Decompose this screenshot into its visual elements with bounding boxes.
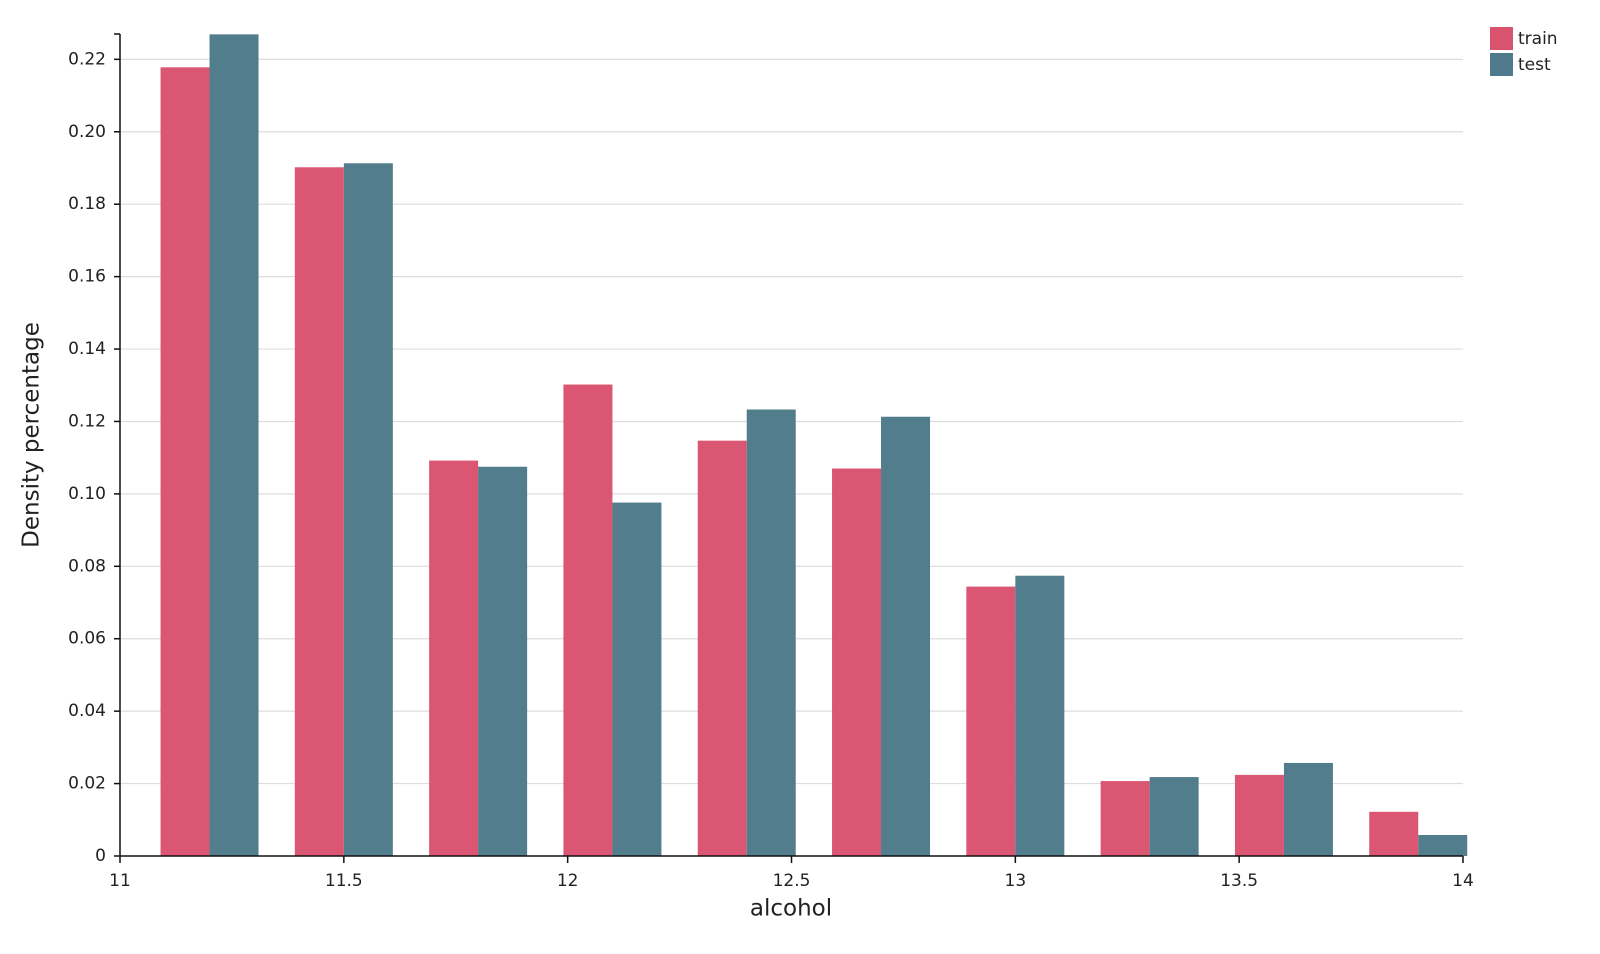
bar — [343, 163, 393, 856]
y-tick-label: 0.18 — [68, 194, 106, 214]
bar — [160, 67, 210, 857]
bar — [1418, 834, 1468, 856]
y-tick-label: 0.12 — [68, 411, 106, 431]
x-tick-label: 11.5 — [325, 871, 363, 891]
legend-swatch — [1490, 27, 1513, 50]
y-tick-label: 0 — [95, 846, 106, 866]
bar — [1369, 811, 1419, 856]
legend-label: test — [1518, 55, 1551, 75]
bar — [1283, 762, 1333, 856]
legend-label: train — [1518, 29, 1558, 49]
y-tick-label: 0.10 — [68, 484, 106, 504]
bar — [1100, 781, 1150, 856]
bar — [1015, 575, 1065, 856]
bar — [478, 466, 528, 856]
x-tick-label: 12.5 — [773, 871, 811, 891]
y-tick-label: 0.08 — [68, 556, 106, 576]
x-tick-label: 14 — [1452, 871, 1474, 891]
bar — [881, 416, 931, 856]
y-tick-label: 0.14 — [68, 339, 106, 359]
x-axis-title: alcohol — [750, 896, 832, 922]
y-tick-label: 0.04 — [68, 701, 106, 721]
y-tick-label: 0.22 — [68, 49, 106, 69]
y-tick-label: 0.02 — [68, 774, 106, 794]
y-tick-label: 0.20 — [68, 122, 106, 142]
x-tick-label: 12 — [557, 871, 579, 891]
y-tick-label: 0.16 — [68, 267, 106, 287]
bar — [209, 34, 259, 856]
bar — [746, 409, 796, 856]
x-tick-label: 13 — [1005, 871, 1027, 891]
y-axis-title: Density percentage — [19, 322, 45, 548]
x-tick-label: 13.5 — [1220, 871, 1258, 891]
bar — [563, 384, 613, 856]
bar — [1149, 777, 1199, 856]
y-tick-label: 0.06 — [68, 629, 106, 649]
bar — [966, 586, 1016, 856]
bar — [429, 460, 479, 856]
bar — [832, 468, 882, 856]
legend-swatch — [1490, 53, 1513, 76]
bar — [1234, 774, 1284, 856]
x-tick-label: 11 — [109, 871, 131, 891]
bar — [612, 502, 662, 856]
bar — [697, 440, 747, 856]
bar — [294, 167, 344, 856]
